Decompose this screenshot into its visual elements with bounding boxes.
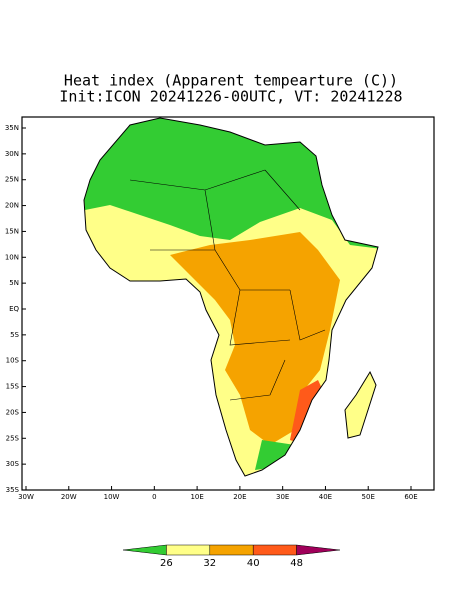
lon-label: 10W xyxy=(104,493,120,501)
lon-label: 20W xyxy=(61,493,77,501)
lon-label: 20E xyxy=(233,493,246,501)
lat-label: 5S xyxy=(10,331,19,339)
coastline xyxy=(83,117,379,477)
lat-label: 5N xyxy=(9,279,19,287)
title: Heat index (Apparent tempearture (C)) xyxy=(64,72,398,90)
lat-label: 30S xyxy=(6,460,20,468)
lon-label: 0 xyxy=(152,493,156,501)
field-orange xyxy=(170,232,340,445)
colorbar-label: 26 xyxy=(160,558,173,569)
colorbar-segment xyxy=(296,544,341,556)
borders xyxy=(129,169,326,401)
lon-label: 60E xyxy=(404,493,417,501)
lat-label: 35S xyxy=(6,486,20,494)
lon-label: 50E xyxy=(362,493,375,501)
colorbar-label: 32 xyxy=(203,558,216,569)
lat-label: 15N xyxy=(5,227,19,235)
lat-label: 20S xyxy=(6,408,20,416)
lat-label: 25S xyxy=(6,434,20,442)
lon-label: 30E xyxy=(276,493,289,501)
lat-label: 10S xyxy=(6,357,20,365)
lat-label: 15S xyxy=(6,383,20,391)
colorbar-segment xyxy=(122,544,167,556)
colorbar-segment xyxy=(252,544,297,556)
lat-label: EQ xyxy=(9,305,19,313)
lat-label: 25N xyxy=(5,176,19,184)
lon-label: 40E xyxy=(319,493,332,501)
colorbar-label: 48 xyxy=(290,558,303,569)
colorbar-segment xyxy=(166,544,211,556)
lat-label: 10N xyxy=(5,253,19,261)
colorbar-segment xyxy=(209,544,254,556)
lat-label: 35N xyxy=(5,124,19,132)
lat-label: 20N xyxy=(5,202,19,210)
lon-label: 10E xyxy=(190,493,203,501)
madagascar xyxy=(344,370,377,439)
colorbar-label: 40 xyxy=(247,558,260,569)
lon-label: 30W xyxy=(18,493,34,501)
subtitle: Init:ICON 20241226-00UTC, VT: 20241228 xyxy=(59,88,402,106)
lat-label: 30N xyxy=(5,150,19,158)
